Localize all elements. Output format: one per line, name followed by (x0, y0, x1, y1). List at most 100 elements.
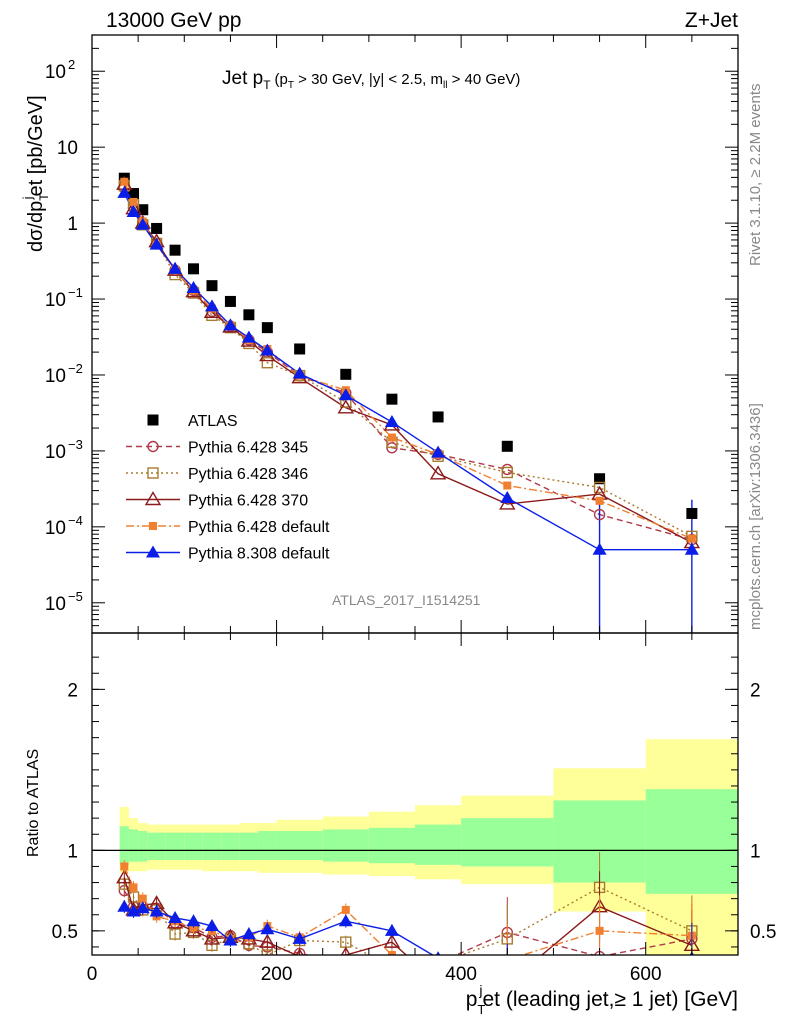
ratio-point (168, 910, 183, 923)
mc-point (186, 280, 201, 293)
data-point (243, 309, 255, 321)
mc-point (684, 542, 699, 555)
y-tick-exponent: −2 (68, 361, 83, 376)
uncertainty-band-inner (147, 832, 166, 861)
uncertainty-band-inner (202, 832, 222, 861)
rivet-label: Rivet 3.1.10, ≥ 2.2M events (747, 84, 764, 267)
ratio-x-tick-label: 200 (261, 964, 293, 985)
ratio-point (117, 899, 132, 912)
ratio-point (129, 883, 138, 892)
mc-point (129, 197, 138, 206)
ratio-point (387, 969, 397, 979)
uncertainty-band-inner (645, 789, 738, 894)
data-point (224, 295, 236, 307)
ratio-data-layer (92, 739, 738, 989)
mc-point (135, 217, 150, 230)
ratio-y-tick-label: 2 (67, 680, 78, 701)
uncertainty-band-inner (368, 827, 415, 864)
ratio-point (292, 931, 307, 944)
ratio-point (259, 933, 276, 948)
y-tick-label: 10 (45, 442, 66, 463)
legend-label: ATLAS (188, 413, 238, 430)
series-line (123, 185, 693, 537)
y-tick-exponent: −1 (68, 285, 83, 300)
ratio-point (500, 972, 514, 984)
mc-point (429, 465, 447, 480)
ratio-y-tick-label-right: 1 (750, 841, 761, 862)
data-point (169, 244, 181, 256)
uncertainty-band-inner (165, 832, 185, 861)
ratio-point (383, 933, 401, 948)
mc-point (499, 495, 516, 510)
main-data-layer (116, 172, 701, 633)
ratio-xlabel: pTjet (leading jet,≥ 1 jet) [GeV] (466, 982, 738, 1017)
y-tick-label: 10 (45, 62, 66, 83)
legend-label: Pythia 6.428 346 (188, 466, 308, 483)
ylabel-b: et [pb/GeV] (25, 95, 47, 196)
ratio-y-tick-label-right: 0.5 (750, 922, 776, 943)
y-tick-label: 1 (67, 214, 78, 235)
series-line (123, 181, 693, 540)
ratio-axes: 0.5 0.5 1 1 2 2 0 200 400 600 (52, 633, 776, 985)
data-point (137, 204, 149, 216)
uncertainty-band-inner (184, 832, 203, 861)
mc-point (126, 205, 141, 218)
mc-point (593, 508, 606, 521)
legend-label: Pythia 6.428 370 (188, 493, 308, 510)
legend-label: Pythia 6.428 345 (188, 440, 308, 457)
y-tick-exponent: −4 (68, 513, 83, 528)
ratio-y-tick-label: 1 (67, 841, 78, 862)
data-point (261, 322, 273, 334)
legend: ATLAS Pythia 6.428 345 Pythia 6.428 346 Pyt… (126, 413, 330, 563)
series-line (123, 187, 693, 541)
mc-point (223, 318, 238, 331)
mc-point (431, 445, 446, 458)
mc-point (261, 357, 274, 369)
mc-point (384, 415, 399, 428)
ylabel-a: dσ/dp (25, 201, 47, 252)
legend-marker (147, 440, 159, 453)
data-point (386, 393, 398, 405)
ratio-point (433, 958, 443, 968)
ratio-point (431, 977, 445, 989)
ylabel-sub: T (37, 193, 51, 201)
xlabel-b: et (leading jet,≥ 1 jet) [GeV] (483, 988, 739, 1011)
mc-point (168, 261, 183, 274)
mc-point (117, 185, 132, 198)
mc-point (337, 399, 355, 414)
mc-point (292, 366, 307, 379)
title-paren-sub1: T (288, 80, 294, 91)
ratio-point (341, 958, 351, 968)
ratio-line (123, 906, 435, 955)
ratio-point (204, 919, 219, 932)
mc-point (387, 433, 396, 442)
ratio-point (203, 930, 221, 945)
main-title: Jet pT (pT > 30 GeV, |y| < 2.5, mll > 40 … (222, 68, 520, 92)
header-left: 13000 GeV pp (106, 9, 241, 32)
title-paren-open: (p (275, 71, 288, 88)
xlabel-sub: T (477, 1002, 485, 1017)
ratio-point (341, 905, 350, 914)
legend-marker (144, 491, 162, 506)
ratio-point (434, 956, 442, 964)
legend-marker (147, 414, 159, 426)
y-tick-exponent: −3 (68, 437, 83, 452)
ratio-point (387, 951, 396, 955)
legend-marker (149, 522, 157, 530)
ratio-x-tick-label: 0 (87, 964, 98, 985)
analysis-id: ATLAS_2017_I1514251 (332, 592, 481, 608)
y-tick-label: 10 (45, 366, 66, 387)
legend-label: Pythia 6.428 default (188, 519, 330, 536)
uncertainty-band-inner (415, 824, 462, 865)
ratio-point (223, 933, 238, 946)
mc-point (204, 299, 219, 312)
ratio-point (135, 901, 150, 914)
mc-point (149, 237, 164, 250)
uncertainty-band-inner (322, 829, 369, 862)
ratio-point (241, 927, 256, 940)
data-point (128, 188, 140, 200)
uncertainty-band-inner (119, 826, 129, 865)
